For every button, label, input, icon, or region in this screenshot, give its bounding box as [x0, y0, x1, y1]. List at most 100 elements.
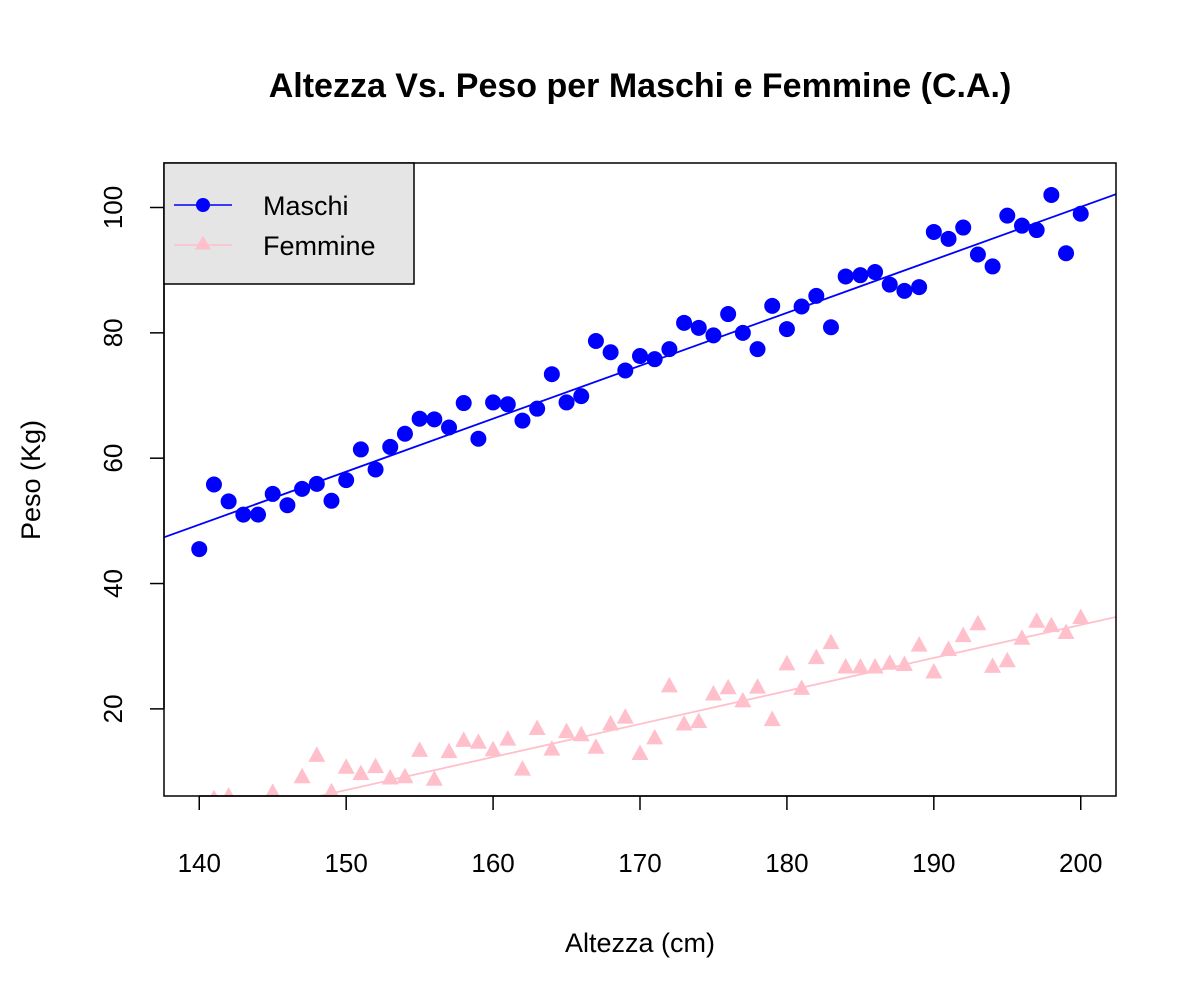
data-point-maschi [602, 344, 619, 361]
data-point-femmine [293, 767, 311, 784]
data-point-maschi [587, 332, 604, 349]
data-point-femmine [954, 626, 972, 643]
data-point-maschi [411, 410, 428, 427]
data-point-maschi [808, 287, 825, 304]
data-point-maschi [793, 298, 810, 315]
data-point-maschi [308, 475, 325, 492]
data-point-maschi [632, 348, 648, 365]
y-tick-label: 20 [98, 694, 128, 723]
data-point-femmine [763, 710, 781, 727]
data-point-maschi [543, 366, 560, 383]
data-point-femmine [749, 678, 767, 694]
data-point-maschi [646, 351, 663, 368]
data-point-femmine [616, 708, 634, 724]
data-point-maschi [514, 412, 531, 429]
data-point-femmine [587, 738, 605, 754]
y-tick-label: 80 [98, 318, 128, 347]
data-point-femmine [851, 658, 869, 674]
data-point-maschi [235, 506, 252, 523]
data-point-femmine [675, 715, 693, 731]
data-point-maschi [294, 480, 311, 497]
x-tick-label: 150 [324, 848, 367, 878]
data-point-maschi [822, 319, 839, 336]
data-point-femmine [1042, 616, 1060, 633]
data-point-maschi [955, 219, 972, 236]
data-point-femmine [352, 764, 370, 781]
data-point-femmine [866, 658, 884, 674]
data-point-femmine [425, 770, 443, 786]
data-point-femmine [1013, 629, 1031, 645]
data-point-femmine [367, 757, 385, 774]
data-point-femmine [1072, 608, 1090, 625]
legend-label-maschi: Maschi [263, 191, 349, 221]
data-point-maschi [191, 541, 208, 558]
data-point-femmine [631, 744, 649, 761]
data-point-femmine [822, 633, 840, 650]
data-point-maschi [837, 268, 854, 285]
data-point-femmine [940, 640, 958, 656]
data-point-femmine [602, 715, 620, 731]
y-tick-label: 60 [98, 444, 128, 473]
data-point-maschi [999, 207, 1016, 224]
data-point-maschi [734, 324, 751, 341]
data-point-maschi [852, 267, 869, 284]
data-point-femmine [308, 746, 326, 762]
data-point-femmine [719, 678, 737, 695]
data-point-femmine [704, 684, 722, 701]
data-point-maschi [661, 341, 678, 358]
data-point-femmine [910, 636, 928, 652]
data-point-femmine [324, 782, 339, 796]
data-point-femmine [513, 760, 531, 776]
x-tick-label: 140 [178, 848, 221, 878]
data-point-femmine [646, 728, 664, 745]
data-point-femmine [734, 691, 752, 708]
data-point-femmine [484, 740, 502, 757]
data-point-maschi [573, 388, 590, 405]
data-point-maschi [470, 430, 487, 447]
data-point-maschi [426, 411, 443, 428]
data-point-femmine [660, 676, 678, 693]
plot-area [164, 186, 1116, 796]
y-tick-label: 100 [98, 186, 128, 229]
data-point-maschi [250, 506, 267, 523]
data-point-maschi [1058, 245, 1075, 262]
data-point-maschi [867, 264, 884, 281]
x-tick-label: 190 [912, 848, 955, 878]
data-point-femmine [396, 767, 414, 784]
data-point-femmine [572, 725, 590, 742]
data-point-femmine [925, 663, 943, 679]
data-point-maschi [382, 438, 399, 455]
legend-box [163, 162, 415, 285]
data-point-femmine [984, 657, 1002, 673]
chart-title: Altezza Vs. Peso per Maschi e Femmine (C… [269, 67, 1012, 105]
legend-label-femmine: Femmine [263, 231, 376, 261]
data-point-maschi [558, 394, 575, 411]
data-point-femmine [807, 648, 825, 665]
data-point-femmine [881, 654, 899, 670]
data-point-femmine [558, 722, 576, 739]
data-point-femmine [998, 651, 1016, 668]
data-point-maschi [499, 396, 516, 413]
data-point-maschi [984, 258, 1001, 275]
data-point-maschi [676, 314, 693, 331]
data-point-femmine [337, 758, 355, 774]
data-point-maschi [279, 497, 296, 514]
y-axis-label: Peso (Kg) [16, 420, 46, 540]
data-point-femmine [1028, 612, 1046, 628]
data-point-maschi [925, 223, 942, 240]
data-point-femmine [440, 742, 458, 759]
data-point-maschi [896, 282, 913, 299]
x-tick-label: 180 [765, 848, 808, 878]
data-point-femmine [793, 679, 811, 695]
data-point-maschi [705, 327, 722, 344]
data-point-maschi [690, 319, 707, 336]
data-point-maschi [617, 362, 634, 379]
y-tick-label: 40 [98, 569, 128, 598]
data-point-maschi [338, 472, 355, 489]
data-point-femmine [469, 733, 487, 749]
data-point-femmine [1057, 623, 1075, 640]
data-point-maschi [205, 476, 222, 493]
data-point-femmine [223, 787, 234, 796]
data-point-femmine [455, 731, 473, 747]
